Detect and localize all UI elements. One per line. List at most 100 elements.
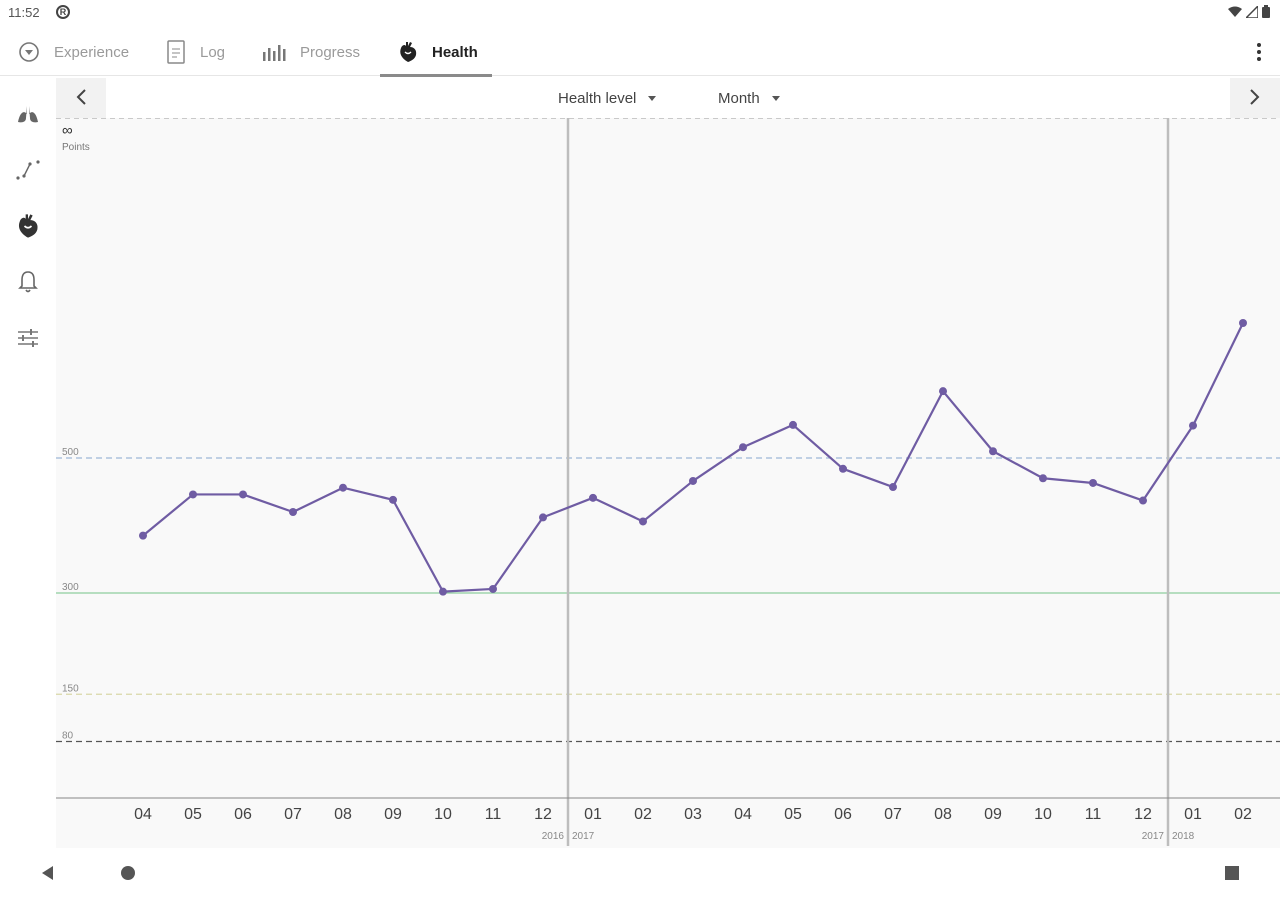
app-notification-icon: R [56, 5, 70, 19]
side-item-trend[interactable] [14, 156, 42, 184]
tab-experience[interactable]: Experience [18, 28, 129, 76]
x-tick-label: 03 [684, 806, 702, 823]
data-point[interactable] [1139, 496, 1147, 505]
x-tick-label: 11 [1085, 806, 1102, 823]
x-tick-label: 06 [234, 806, 252, 823]
tab-bar: Experience Log Progress Health [0, 28, 1280, 77]
sliders-icon [18, 329, 38, 347]
data-point[interactable] [239, 490, 247, 499]
side-item-lungs[interactable] [14, 100, 42, 128]
chevron-right-icon [1250, 89, 1260, 105]
x-tick-label: 02 [634, 806, 652, 823]
overflow-dot [1257, 50, 1261, 54]
reference-label-150: 150 [62, 683, 79, 694]
x-tick-label: 06 [834, 806, 852, 823]
y-axis-symbol: ∞ [62, 122, 73, 139]
trend-line-icon [16, 160, 40, 180]
system-nav-bar [0, 848, 1280, 900]
dropdown-caret-icon [771, 95, 780, 101]
battery-icon [1262, 5, 1270, 18]
y-axis-unit: Points [62, 142, 90, 153]
tab-progress[interactable]: Progress [262, 28, 360, 76]
x-tick-label: 05 [784, 806, 802, 823]
x-tick-label: 04 [134, 806, 152, 823]
data-point[interactable] [289, 508, 297, 516]
data-point[interactable] [1039, 474, 1047, 483]
x-tick-label: 12 [534, 806, 552, 823]
period-dropdown-label: Month [718, 89, 760, 107]
previous-period-button[interactable] [56, 78, 106, 118]
data-point[interactable] [439, 587, 447, 596]
overflow-dot [1257, 57, 1261, 61]
x-tick-label: 07 [284, 806, 302, 823]
data-point[interactable] [989, 447, 997, 456]
reference-label-500: 500 [62, 447, 79, 458]
metric-dropdown-label: Health level [558, 89, 637, 107]
lungs-icon [18, 106, 38, 123]
year-label: 2017 [1142, 831, 1165, 842]
signal-icon [1246, 5, 1258, 18]
metric-dropdown[interactable]: Health level [558, 87, 657, 109]
health-chart: 500 300 150 80 2016 2017 2017 2018 04 05 06 07 08 0… [56, 117, 1280, 846]
x-tick-label: 02 [1234, 806, 1252, 823]
x-tick-label: 10 [1034, 806, 1052, 823]
year-label: 2016 [542, 831, 565, 842]
status-time: 11:52 [8, 5, 40, 20]
chart-panel: 500 300 150 80 2016 2017 2017 2018 04 05 06 07 08 0… [56, 78, 1280, 848]
x-tick-label: 08 [334, 806, 352, 823]
data-point[interactable] [489, 584, 497, 593]
reference-label-80: 80 [62, 731, 74, 742]
data-point[interactable] [739, 443, 747, 452]
home-nav-icon[interactable] [120, 865, 136, 881]
x-tick-label: 05 [184, 806, 202, 823]
bar-chart-icon [263, 45, 286, 61]
back-nav-icon[interactable] [40, 865, 56, 881]
tab-health[interactable]: Health [380, 28, 492, 77]
data-point[interactable] [1189, 421, 1197, 430]
year-label: 2018 [1172, 831, 1195, 842]
tab-health-label: Health [432, 43, 478, 61]
side-nav [0, 78, 56, 848]
data-point[interactable] [389, 495, 397, 504]
data-point[interactable] [1239, 319, 1247, 327]
data-point[interactable] [139, 531, 147, 540]
side-item-settings[interactable] [14, 324, 42, 352]
x-tick-label: 01 [1184, 806, 1202, 823]
document-icon [167, 40, 185, 64]
health-series-line [142, 322, 1244, 593]
data-point[interactable] [889, 483, 897, 492]
period-dropdown[interactable]: Month [718, 87, 780, 109]
data-point[interactable] [839, 464, 847, 473]
data-point[interactable] [589, 493, 597, 502]
x-tick-label: 11 [485, 806, 502, 823]
status-bar: 11:52 R [0, 0, 1280, 26]
recents-nav-icon[interactable] [1224, 865, 1240, 881]
data-point[interactable] [689, 476, 697, 485]
bell-icon [18, 271, 38, 293]
data-point[interactable] [789, 420, 797, 429]
data-point[interactable] [339, 483, 347, 492]
next-period-button[interactable] [1230, 78, 1280, 118]
chart-header: Health level Month [56, 78, 1280, 118]
status-icons [1228, 5, 1270, 18]
wifi-icon [1228, 6, 1242, 17]
chevron-left-icon [76, 89, 86, 105]
data-point[interactable] [189, 490, 197, 499]
side-item-health[interactable] [14, 212, 42, 240]
data-point[interactable] [1089, 478, 1097, 487]
data-point[interactable] [939, 387, 947, 396]
heart-anatomy-icon [18, 214, 38, 238]
tab-progress-label: Progress [300, 43, 361, 61]
data-point[interactable] [539, 513, 547, 522]
x-tick-label: 09 [984, 806, 1002, 823]
heart-anatomy-icon [400, 42, 417, 62]
overflow-menu-button[interactable] [1252, 40, 1266, 64]
year-label: 2017 [572, 831, 595, 842]
tab-log[interactable]: Log [166, 28, 225, 76]
x-tick-label: 10 [434, 806, 452, 823]
side-item-notifications[interactable] [14, 268, 42, 296]
data-point[interactable] [639, 517, 647, 526]
overflow-dot [1257, 43, 1261, 47]
x-tick-label: 09 [384, 806, 402, 823]
